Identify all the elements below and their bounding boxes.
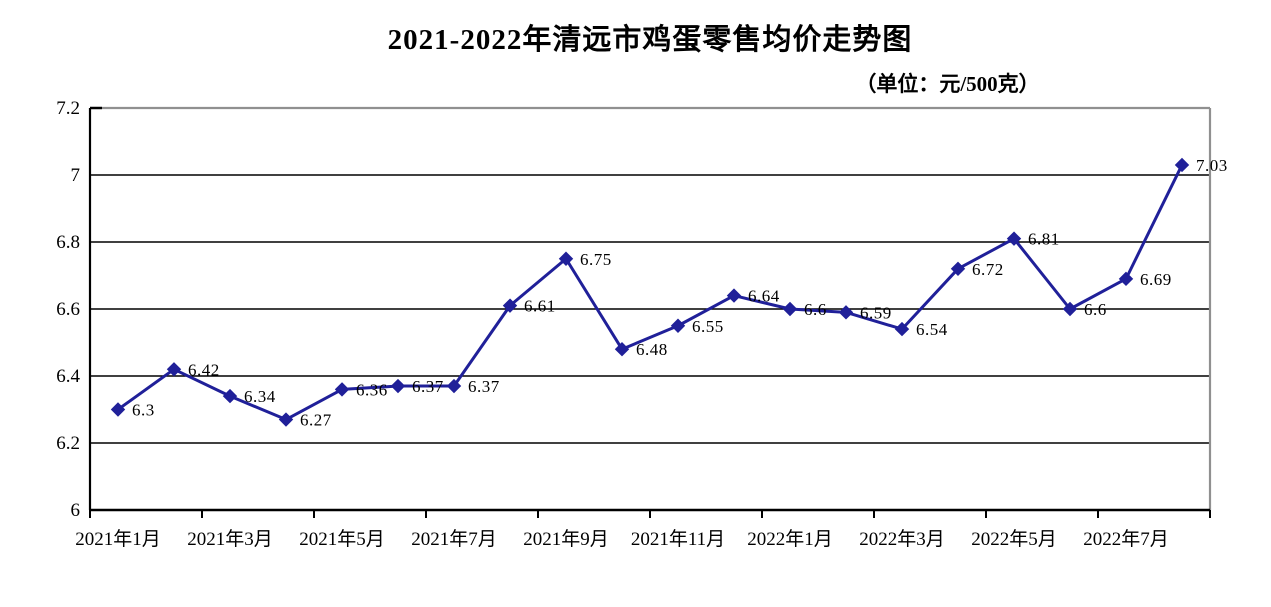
chart-title: 2021-2022年清远市鸡蛋零售均价走势图 xyxy=(387,24,913,56)
data-point-label: 6.37 xyxy=(412,377,444,396)
data-point-marker xyxy=(838,305,854,320)
data-point-label: 6.81 xyxy=(1028,230,1060,249)
data-point-label: 6.48 xyxy=(636,340,668,359)
data-point-label: 6.34 xyxy=(244,387,276,406)
y-axis-label: 7 xyxy=(71,165,81,186)
data-point-label: 6.6 xyxy=(1084,300,1107,319)
data-point-label: 6.61 xyxy=(524,297,556,316)
data-point-marker xyxy=(1062,301,1078,317)
data-point-marker xyxy=(446,378,462,394)
data-point-marker xyxy=(558,251,574,266)
x-axis-label: 2021年11月 xyxy=(631,528,725,550)
data-point-label: 6.42 xyxy=(188,360,220,379)
x-axis-label: 2021年5月 xyxy=(299,528,385,550)
x-axis-label: 2021年3月 xyxy=(187,528,273,550)
data-point-label: 6.64 xyxy=(748,287,780,306)
chart-unit-label: （单位：元/500克） xyxy=(855,72,1040,96)
y-axis-label: 7.2 xyxy=(56,98,80,119)
data-point-marker xyxy=(1118,271,1134,287)
x-axis-label: 2022年1月 xyxy=(747,528,833,550)
data-point-label: 6.6 xyxy=(804,300,827,319)
data-point-label: 6.3 xyxy=(132,401,155,420)
data-point-marker xyxy=(222,388,238,404)
x-axis-label: 2022年3月 xyxy=(859,528,945,550)
data-point-marker xyxy=(110,402,126,417)
x-axis-label: 2021年9月 xyxy=(523,528,609,550)
data-point-label: 6.36 xyxy=(356,380,388,399)
data-point-marker xyxy=(894,321,910,337)
data-point-marker xyxy=(614,341,630,357)
data-point-marker xyxy=(334,382,350,397)
data-point-marker xyxy=(1174,157,1190,173)
data-point-label: 6.69 xyxy=(1140,270,1172,289)
y-axis-label: 6.2 xyxy=(56,433,80,454)
data-point-label: 6.59 xyxy=(860,303,892,322)
data-point-marker xyxy=(670,318,686,333)
data-point-label: 6.75 xyxy=(580,250,612,269)
x-axis-label: 2021年1月 xyxy=(75,528,161,550)
data-point-label: 7.03 xyxy=(1196,156,1228,175)
data-point-marker xyxy=(1006,231,1022,246)
x-axis-label: 2021年7月 xyxy=(411,528,497,550)
data-point-label: 6.27 xyxy=(300,411,332,430)
data-point-marker xyxy=(390,378,406,394)
x-axis-label: 2022年7月 xyxy=(1083,528,1169,550)
data-point-marker xyxy=(726,288,742,303)
data-point-marker xyxy=(278,412,294,427)
y-axis-label: 6.6 xyxy=(56,299,80,320)
data-point-label: 6.55 xyxy=(692,317,724,336)
y-axis-label: 6.4 xyxy=(56,366,80,387)
data-point-marker xyxy=(166,362,182,377)
data-point-marker xyxy=(950,261,966,277)
data-point-label: 6.72 xyxy=(972,260,1004,279)
price-line xyxy=(116,163,1184,422)
data-point-label: 6.54 xyxy=(916,320,948,339)
x-axis-label: 2022年5月 xyxy=(971,528,1057,550)
y-axis-label: 6.8 xyxy=(56,232,80,253)
data-point-marker xyxy=(502,298,518,313)
y-axis-label: 6 xyxy=(71,500,81,521)
data-point-label: 6.37 xyxy=(468,377,500,396)
data-point-marker xyxy=(782,301,798,317)
